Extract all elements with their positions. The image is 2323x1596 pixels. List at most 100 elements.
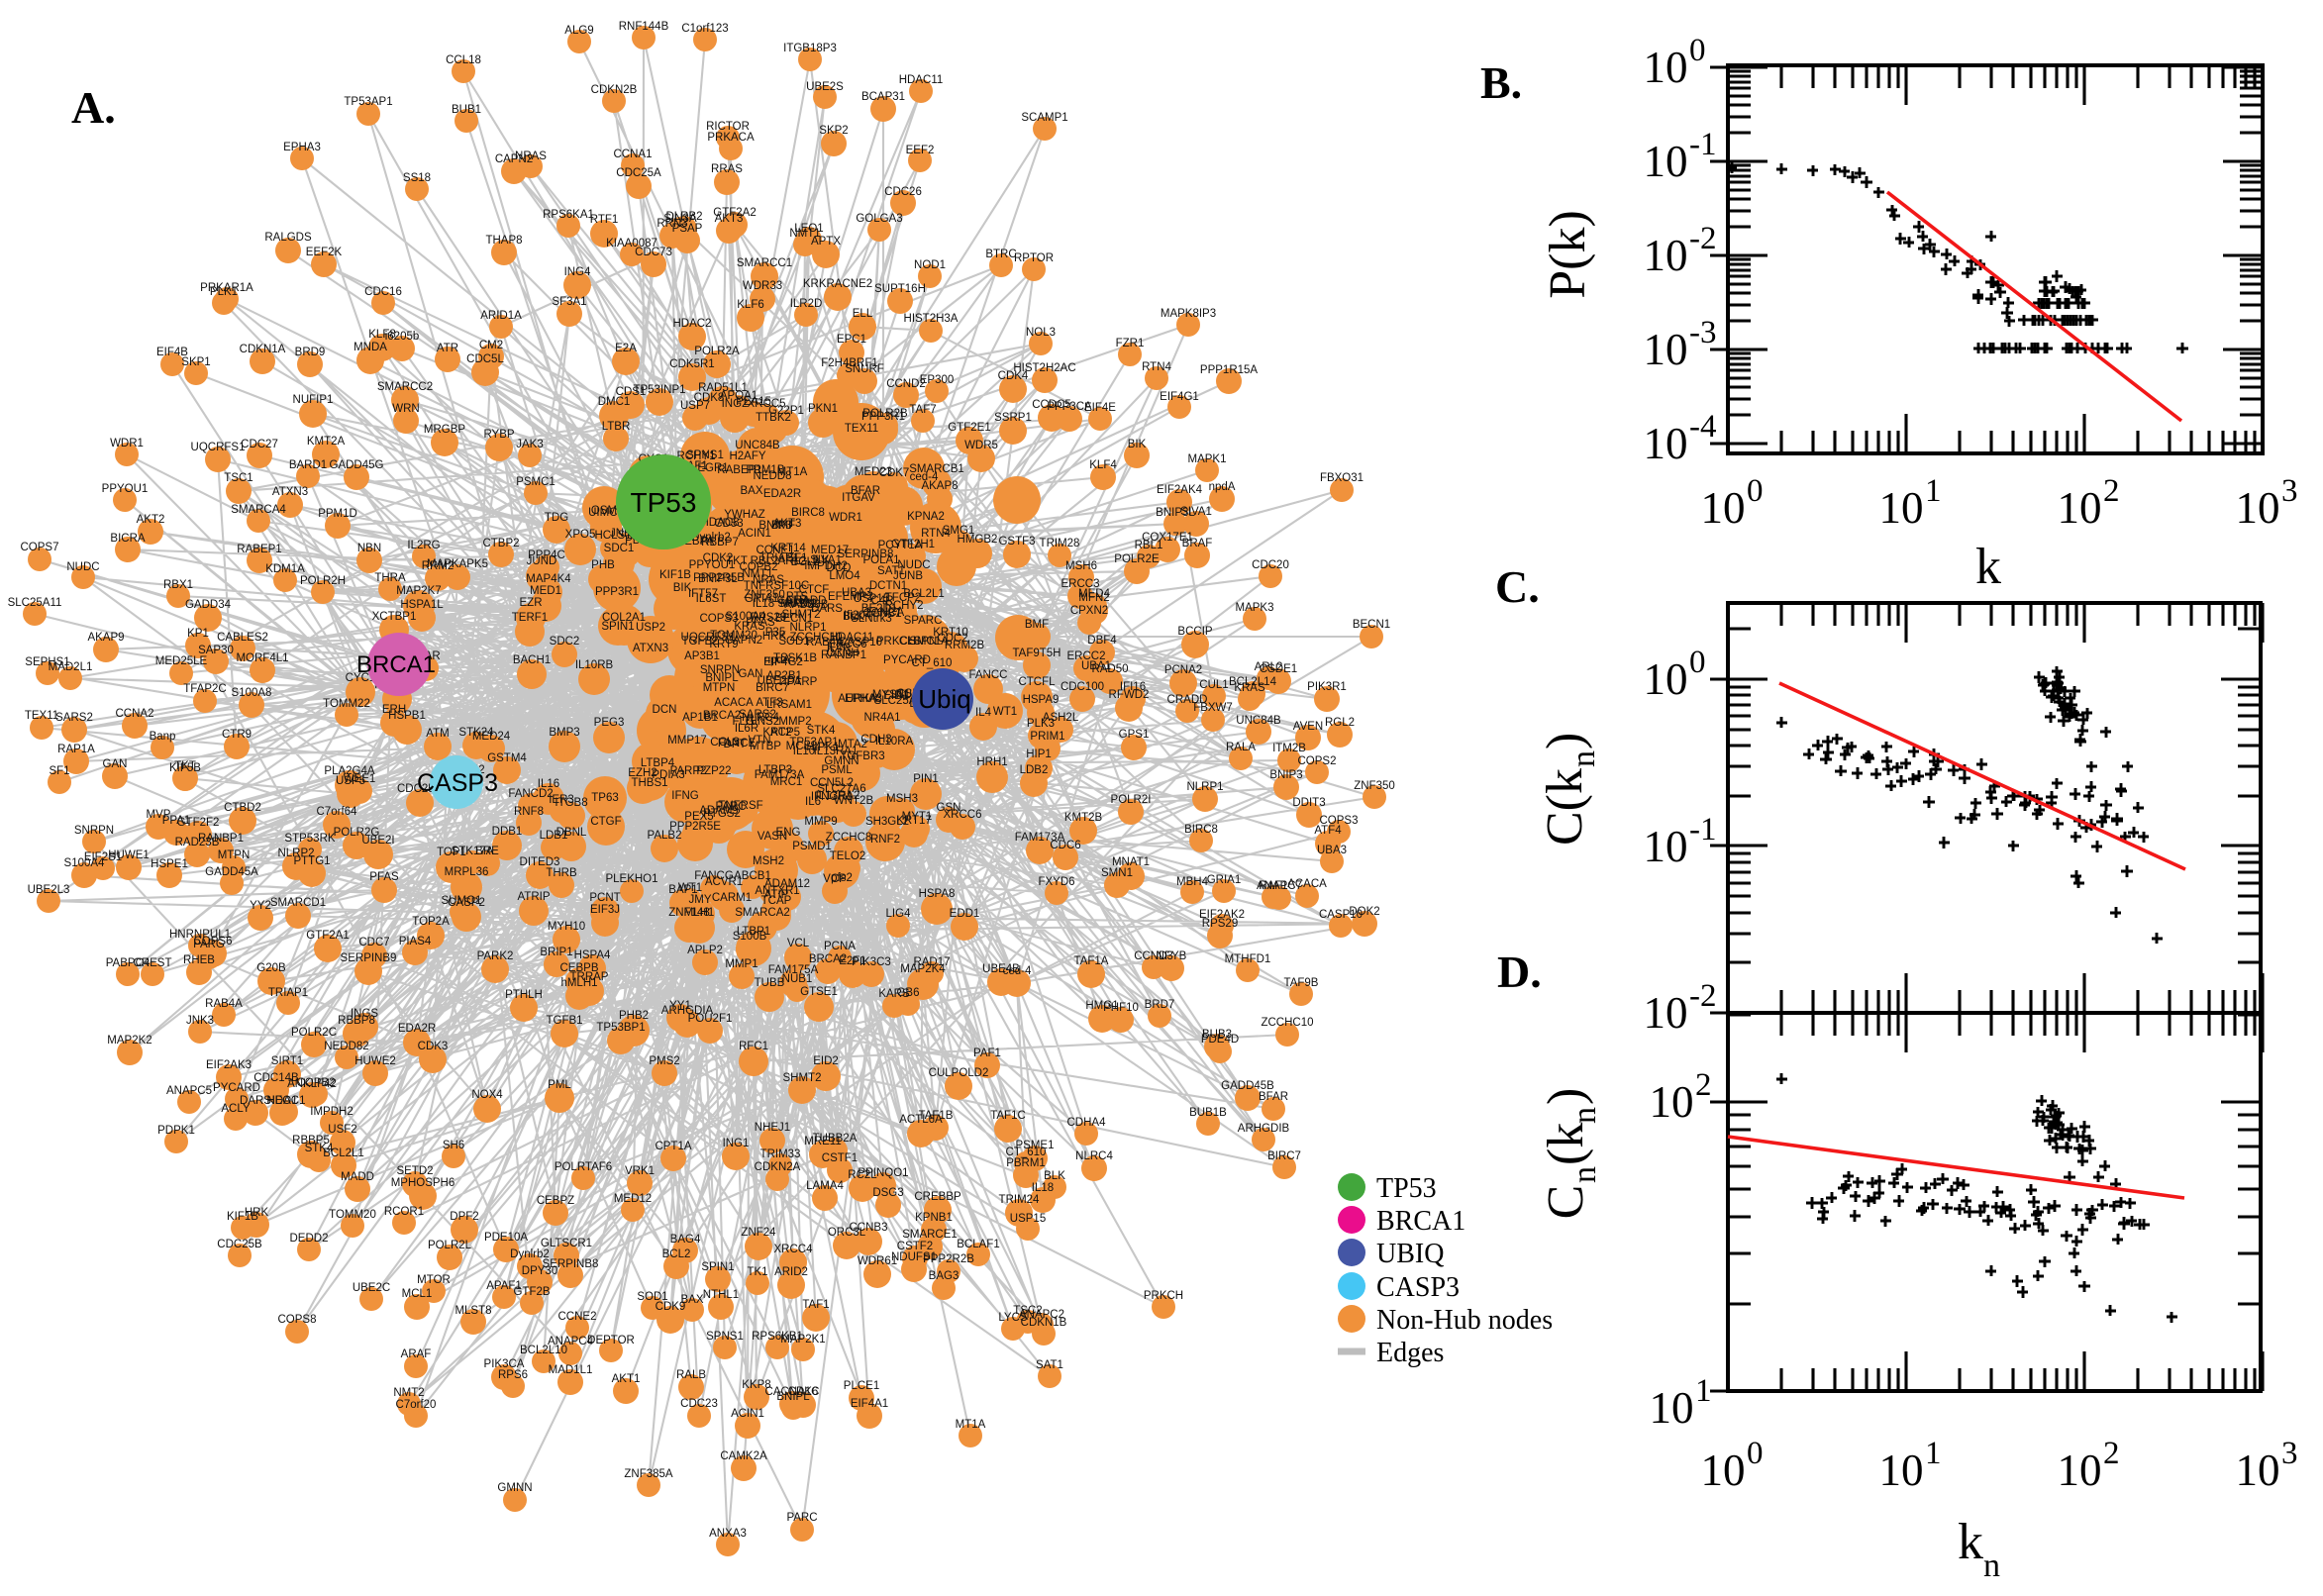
svg-text:n: n [1566, 1166, 1603, 1183]
svg-text:MTA2: MTA2 [838, 739, 867, 750]
svg-text:10: 10 [1644, 988, 1688, 1038]
svg-text:KIAA0087: KIAA0087 [606, 238, 657, 249]
svg-text:EPC1: EPC1 [837, 334, 866, 346]
svg-text:HIP1: HIP1 [1026, 748, 1052, 760]
svg-text:BRCA1: BRCA1 [1376, 1206, 1465, 1237]
svg-text:JAK3: JAK3 [516, 439, 544, 450]
svg-text:SMN1: SMN1 [1101, 867, 1133, 879]
svg-text:CDK9: CDK9 [656, 1301, 686, 1313]
svg-text:PCNA2: PCNA2 [1164, 664, 1202, 676]
svg-text:HMGB2: HMGB2 [958, 534, 998, 546]
svg-text:DBNL: DBNL [556, 827, 587, 839]
svg-text:BCL2: BCL2 [791, 556, 820, 568]
svg-text:TIPARP: TIPARP [777, 676, 818, 688]
svg-text:PPP2R5E: PPP2R5E [669, 821, 721, 833]
svg-text:LTBP1: LTBP1 [737, 926, 770, 938]
svg-text:RAB4A: RAB4A [205, 998, 243, 1010]
svg-text:TP53INP1: TP53INP1 [633, 384, 685, 396]
svg-text:CDC25A: CDC25A [616, 167, 661, 179]
svg-text:KIF5B: KIF5B [169, 762, 201, 774]
svg-text:MRPL36: MRPL36 [445, 866, 489, 878]
svg-text:ATXN3: ATXN3 [272, 486, 308, 498]
svg-text:RCHY1: RCHY1 [677, 450, 716, 462]
svg-text:ITGB8: ITGB8 [555, 797, 587, 809]
svg-text:IL6: IL6 [805, 796, 821, 808]
svg-text:RAP1A: RAP1A [57, 744, 95, 755]
svg-text:CSTF2: CSTF2 [897, 1241, 933, 1252]
svg-text:DMC1: DMC1 [598, 396, 631, 408]
svg-text:RAD23B: RAD23B [784, 599, 829, 611]
svg-text:HRK: HRK [762, 631, 787, 643]
svg-text:SIVA1: SIVA1 [1180, 506, 1212, 518]
svg-text:GTSE1: GTSE1 [800, 986, 838, 998]
svg-text:USP15: USP15 [1010, 1213, 1046, 1225]
svg-text:XPO5: XPO5 [565, 529, 596, 541]
svg-text:JUNB: JUNB [893, 570, 923, 582]
svg-text:NBN: NBN [357, 543, 381, 554]
svg-text:10: 10 [2058, 483, 2102, 533]
svg-text:KRKRACNE2: KRKRACNE2 [803, 278, 872, 290]
svg-text:ARL2: ARL2 [1255, 661, 1283, 673]
svg-text:PRIM1: PRIM1 [1030, 731, 1064, 743]
svg-text:COPS6: COPS6 [194, 936, 233, 948]
svg-text:DPT: DPT [724, 739, 747, 750]
svg-text:TOP2A: TOP2A [412, 916, 450, 928]
svg-text:SDC1: SDC1 [604, 543, 635, 554]
svg-text:BRCA2: BRCA2 [809, 953, 847, 965]
svg-text:MED17: MED17 [811, 545, 849, 556]
svg-text:RTN4: RTN4 [921, 528, 951, 540]
svg-text:10: 10 [1701, 1446, 1746, 1495]
svg-text:BRAF: BRAF [1182, 538, 1213, 549]
svg-text:IL4: IL4 [975, 707, 992, 719]
svg-text:EEF2K: EEF2K [306, 247, 343, 258]
svg-text:LTBP3: LTBP3 [758, 764, 792, 776]
svg-text:PSME1: PSME1 [1016, 1140, 1055, 1151]
svg-text:ZNF385A: ZNF385A [624, 1468, 673, 1480]
svg-text:KMT2B: KMT2B [1064, 812, 1103, 824]
svg-text:COPB2: COPB2 [297, 1077, 336, 1089]
svg-text:PARG: PARG [193, 939, 225, 950]
svg-text:POLR2L: POLR2L [428, 1240, 472, 1251]
svg-text:KRAS: KRAS [1234, 682, 1265, 694]
svg-text:POLA1: POLA1 [862, 554, 899, 566]
svg-text:RPS29: RPS29 [751, 612, 786, 624]
svg-text:1: 1 [1925, 473, 1942, 509]
svg-text:IFNG: IFNG [671, 790, 699, 802]
svg-text:A.: A. [71, 82, 116, 133]
svg-text:SNRPN: SNRPN [74, 825, 114, 837]
svg-text:CCL18: CCL18 [446, 54, 481, 66]
svg-text:10: 10 [1644, 325, 1688, 374]
svg-text:MFN2: MFN2 [1078, 592, 1109, 604]
svg-text:ANTXR1: ANTXR1 [755, 885, 799, 897]
svg-text:RAD23B: RAD23B [175, 837, 220, 848]
svg-text:SDC2: SDC2 [550, 636, 580, 648]
svg-text:ATIP: ATIP [764, 889, 789, 901]
svg-text:MVP: MVP [147, 809, 171, 821]
svg-text:10: 10 [1644, 822, 1688, 871]
svg-text:RNF144B: RNF144B [619, 21, 669, 33]
svg-text:IFI16: IFI16 [1120, 681, 1146, 693]
svg-text:POLRTAF6: POLRTAF6 [555, 1161, 612, 1173]
svg-text:CDK7: CDK7 [879, 467, 910, 479]
svg-text:MED25LE: MED25LE [155, 655, 208, 667]
svg-text:MAP2K2: MAP2K2 [107, 1035, 152, 1047]
svg-text:ITM2B: ITM2B [1272, 743, 1306, 754]
svg-text:0: 0 [1689, 645, 1706, 680]
svg-text:NOD1: NOD1 [914, 259, 946, 271]
svg-text:CAPN2: CAPN2 [495, 153, 533, 165]
svg-text:PPYOU1: PPYOU1 [689, 559, 736, 571]
svg-text:MMP17: MMP17 [667, 735, 707, 747]
svg-text:Ubiq: Ubiq [918, 684, 970, 714]
svg-text:USP15: USP15 [854, 593, 889, 605]
svg-text:TAF1B: TAF1B [919, 1110, 954, 1122]
svg-text:IL2RG: IL2RG [407, 540, 440, 551]
svg-text:IL13RA2: IL13RA2 [816, 790, 860, 802]
svg-text:TAF1: TAF1 [802, 1299, 829, 1311]
svg-text:USP5: USP5 [336, 775, 365, 787]
svg-text:PRKAR1A: PRKAR1A [200, 282, 253, 294]
svg-text:ced-4: ced-4 [1003, 965, 1032, 977]
svg-text:USP7: USP7 [680, 400, 710, 412]
svg-text:RBBP8: RBBP8 [338, 1015, 375, 1027]
svg-text:POLR2I: POLR2I [1111, 794, 1152, 806]
svg-text:HUWE1: HUWE1 [108, 849, 150, 861]
